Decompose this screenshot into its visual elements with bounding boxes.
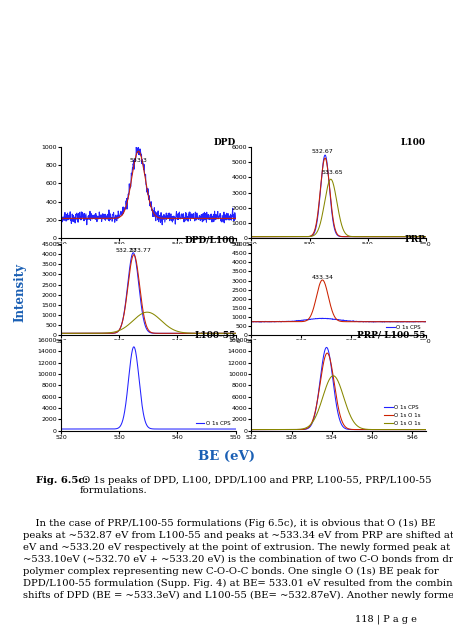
Text: 532.27: 532.27 bbox=[116, 248, 138, 253]
Legend: O 1s CPS, O 1s O 1s, O 1s O 1s: O 1s CPS, O 1s O 1s, O 1s O 1s bbox=[382, 403, 423, 428]
Text: Intensity: Intensity bbox=[14, 263, 27, 323]
Text: O 1s peaks of DPD, L100, DPD/L100 and PRP, L100-55, PRP/L100-55
formulations.: O 1s peaks of DPD, L100, DPD/L100 and PR… bbox=[79, 476, 432, 495]
Text: 533.77: 533.77 bbox=[130, 248, 152, 253]
Legend: O 1s CPS: O 1s CPS bbox=[384, 323, 423, 332]
Text: Fig. 6.5c:: Fig. 6.5c: bbox=[36, 476, 88, 484]
Text: In the case of PRP/L100-55 formulations (Fig 6.5c), it is obvious that O (1s) BE: In the case of PRP/L100-55 formulations … bbox=[23, 519, 453, 600]
Legend: O 1s CPS: O 1s CPS bbox=[194, 419, 233, 428]
Text: PRP: PRP bbox=[405, 235, 426, 244]
Text: 533.3: 533.3 bbox=[130, 157, 147, 163]
Text: DPD/L100: DPD/L100 bbox=[185, 235, 236, 244]
Text: L100: L100 bbox=[401, 138, 426, 147]
Text: 118 | P a g e: 118 | P a g e bbox=[355, 614, 417, 624]
Text: 433.34: 433.34 bbox=[311, 275, 333, 280]
Text: BE (eV): BE (eV) bbox=[198, 450, 255, 463]
Text: DPD: DPD bbox=[213, 138, 236, 147]
Text: 533.65: 533.65 bbox=[322, 170, 344, 175]
Text: 532.67: 532.67 bbox=[312, 149, 333, 154]
Text: L100-55: L100-55 bbox=[194, 331, 236, 340]
Text: PRP/ L100-55: PRP/ L100-55 bbox=[357, 331, 426, 340]
